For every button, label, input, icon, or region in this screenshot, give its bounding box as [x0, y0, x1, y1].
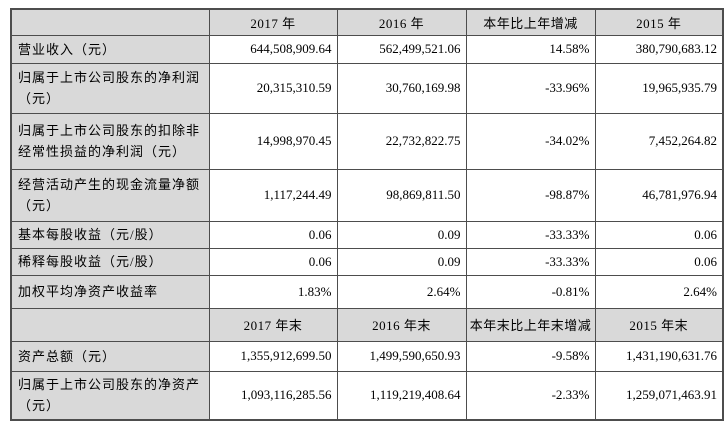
row-label: 稀释每股收益（元/股） [10, 247, 210, 276]
cell-2015: 0.06 [594, 247, 724, 276]
row-label: 加权平均净资产收益率 [10, 274, 210, 309]
row-label: 归属于上市公司股东的净利润（元） [10, 62, 210, 114]
cell-2016: 0.09 [336, 247, 467, 276]
cell-2017: 1,117,244.49 [208, 168, 338, 222]
cell-2017: 1,355,912,699.50 [208, 340, 338, 372]
row-label: 基本每股收益（元/股） [10, 220, 210, 249]
cell-2016: 0.09 [336, 220, 467, 249]
header-yoy-change: 本年比上年增减 [465, 8, 596, 36]
header-blank-cell [10, 307, 210, 342]
cell-2016: 22,732,822.75 [336, 112, 467, 170]
row-operating-cash-flow: 经营活动产生的现金流量净额（元） 1,117,244.49 98,869,811… [10, 168, 724, 222]
cell-change: 14.58% [465, 34, 596, 64]
header-row-year-end: 2017 年末 2016 年末 本年末比上年末增减 2015 年末 [10, 307, 724, 342]
cell-change: -33.33% [465, 220, 596, 249]
cell-2017: 0.06 [208, 247, 338, 276]
cell-change: -9.58% [465, 340, 596, 372]
cell-2017: 20,315,310.59 [208, 62, 338, 114]
cell-change: -98.87% [465, 168, 596, 222]
cell-2017: 0.06 [208, 220, 338, 249]
row-net-profit-excl-nonrecurring: 归属于上市公司股东的扣除非经常性损益的净利润（元） 14,998,970.45 … [10, 112, 724, 170]
row-diluted-eps: 稀释每股收益（元/股） 0.06 0.09 -33.33% 0.06 [10, 247, 724, 276]
cell-change: -33.96% [465, 62, 596, 114]
cell-2015: 1,431,190,631.76 [594, 340, 724, 372]
row-weighted-avg-roe: 加权平均净资产收益率 1.83% 2.64% -0.81% 2.64% [10, 274, 724, 309]
cell-change: -33.33% [465, 247, 596, 276]
cell-2015: 46,781,976.94 [594, 168, 724, 222]
cell-2015: 2.64% [594, 274, 724, 309]
cell-2015: 1,259,071,463.91 [594, 370, 724, 421]
row-label: 归属于上市公司股东的净资产（元） [10, 370, 210, 421]
cell-2015: 0.06 [594, 220, 724, 249]
row-basic-eps: 基本每股收益（元/股） 0.06 0.09 -33.33% 0.06 [10, 220, 724, 249]
cell-2015: 7,452,264.82 [594, 112, 724, 170]
header-2017-end: 2017 年末 [208, 307, 338, 342]
row-label: 营业收入（元） [10, 34, 210, 64]
cell-2017: 14,998,970.45 [208, 112, 338, 170]
cell-2015: 19,965,935.79 [594, 62, 724, 114]
cell-2017: 1.83% [208, 274, 338, 309]
row-label: 资产总额（元） [10, 340, 210, 372]
cell-2017: 1,093,116,285.56 [208, 370, 338, 421]
header-row-annual: 2017 年 2016 年 本年比上年增减 2015 年 [10, 8, 724, 36]
financial-summary-table: 2017 年 2016 年 本年比上年增减 2015 年 营业收入（元） 644… [10, 8, 724, 421]
cell-2016: 1,119,219,408.64 [336, 370, 467, 421]
row-total-assets: 资产总额（元） 1,355,912,699.50 1,499,590,650.9… [10, 340, 724, 372]
row-operating-revenue: 营业收入（元） 644,508,909.64 562,499,521.06 14… [10, 34, 724, 64]
cell-2016: 2.64% [336, 274, 467, 309]
row-label: 归属于上市公司股东的扣除非经常性损益的净利润（元） [10, 112, 210, 170]
cell-2017: 644,508,909.64 [208, 34, 338, 64]
cell-change: -34.02% [465, 112, 596, 170]
header-2016-end: 2016 年末 [336, 307, 467, 342]
cell-2015: 380,790,683.12 [594, 34, 724, 64]
cell-2016: 1,499,590,650.93 [336, 340, 467, 372]
header-blank-cell [10, 8, 210, 36]
header-2015-end: 2015 年末 [594, 307, 724, 342]
cell-2016: 562,499,521.06 [336, 34, 467, 64]
header-2016: 2016 年 [336, 8, 467, 36]
header-2015: 2015 年 [594, 8, 724, 36]
header-2017: 2017 年 [208, 8, 338, 36]
cell-change: -0.81% [465, 274, 596, 309]
row-label: 经营活动产生的现金流量净额（元） [10, 168, 210, 222]
cell-2016: 30,760,169.98 [336, 62, 467, 114]
cell-2016: 98,869,811.50 [336, 168, 467, 222]
row-net-profit-attributable: 归属于上市公司股东的净利润（元） 20,315,310.59 30,760,16… [10, 62, 724, 114]
cell-change: -2.33% [465, 370, 596, 421]
header-yoy-end-change: 本年末比上年末增减 [465, 307, 596, 342]
row-net-assets-attributable: 归属于上市公司股东的净资产（元） 1,093,116,285.56 1,119,… [10, 370, 724, 421]
